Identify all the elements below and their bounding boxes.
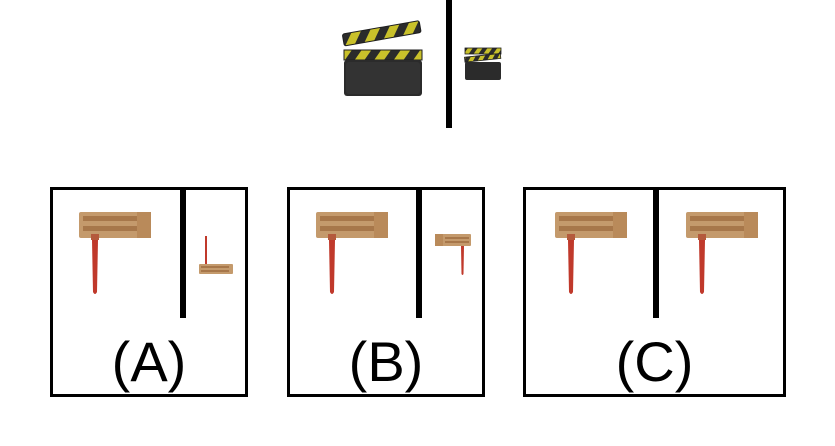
ratchet-noisemaker-icon bbox=[555, 212, 627, 296]
ratchet-noisemaker-icon bbox=[435, 234, 471, 276]
ratchet-noisemaker-icon bbox=[316, 212, 388, 296]
option-b[interactable]: (B) bbox=[287, 187, 485, 397]
ratchet-noisemaker-icon bbox=[199, 236, 233, 276]
option-label: (B) bbox=[348, 330, 424, 393]
example-divider bbox=[446, 0, 452, 128]
ratchet-noisemaker-icon bbox=[79, 212, 151, 296]
box-divider bbox=[180, 190, 186, 318]
box-divider bbox=[416, 190, 422, 318]
option-label: (A) bbox=[111, 330, 187, 393]
clapperboard-icon bbox=[338, 20, 426, 100]
box-divider bbox=[653, 190, 659, 318]
clapperboard-icon bbox=[461, 44, 505, 82]
option-c[interactable]: (C) bbox=[523, 187, 786, 397]
option-label: (C) bbox=[615, 330, 694, 393]
ratchet-noisemaker-icon bbox=[686, 212, 758, 296]
option-a[interactable]: (A) bbox=[50, 187, 248, 397]
